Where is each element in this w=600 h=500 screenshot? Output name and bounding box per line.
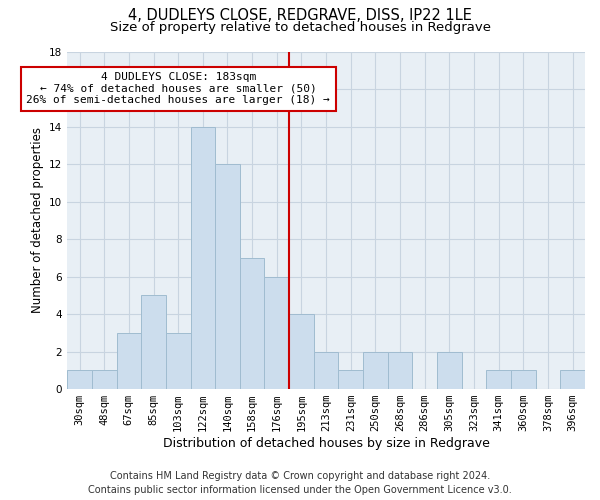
Bar: [191, 126, 215, 389]
Bar: [92, 370, 116, 389]
Bar: [265, 276, 289, 389]
Bar: [363, 352, 388, 389]
X-axis label: Distribution of detached houses by size in Redgrave: Distribution of detached houses by size …: [163, 437, 490, 450]
Bar: [67, 370, 92, 389]
Bar: [289, 314, 314, 389]
Bar: [388, 352, 412, 389]
Y-axis label: Number of detached properties: Number of detached properties: [31, 128, 44, 314]
Bar: [240, 258, 265, 389]
Bar: [560, 370, 585, 389]
Bar: [437, 352, 462, 389]
Text: Contains HM Land Registry data © Crown copyright and database right 2024.
Contai: Contains HM Land Registry data © Crown c…: [88, 471, 512, 495]
Bar: [487, 370, 511, 389]
Bar: [166, 333, 191, 389]
Bar: [511, 370, 536, 389]
Bar: [141, 296, 166, 389]
Bar: [338, 370, 363, 389]
Bar: [215, 164, 240, 389]
Bar: [116, 333, 141, 389]
Text: Size of property relative to detached houses in Redgrave: Size of property relative to detached ho…: [110, 22, 491, 35]
Text: 4, DUDLEYS CLOSE, REDGRAVE, DISS, IP22 1LE: 4, DUDLEYS CLOSE, REDGRAVE, DISS, IP22 1…: [128, 8, 472, 22]
Text: 4 DUDLEYS CLOSE: 183sqm
← 74% of detached houses are smaller (50)
26% of semi-de: 4 DUDLEYS CLOSE: 183sqm ← 74% of detache…: [26, 72, 330, 106]
Bar: [314, 352, 338, 389]
